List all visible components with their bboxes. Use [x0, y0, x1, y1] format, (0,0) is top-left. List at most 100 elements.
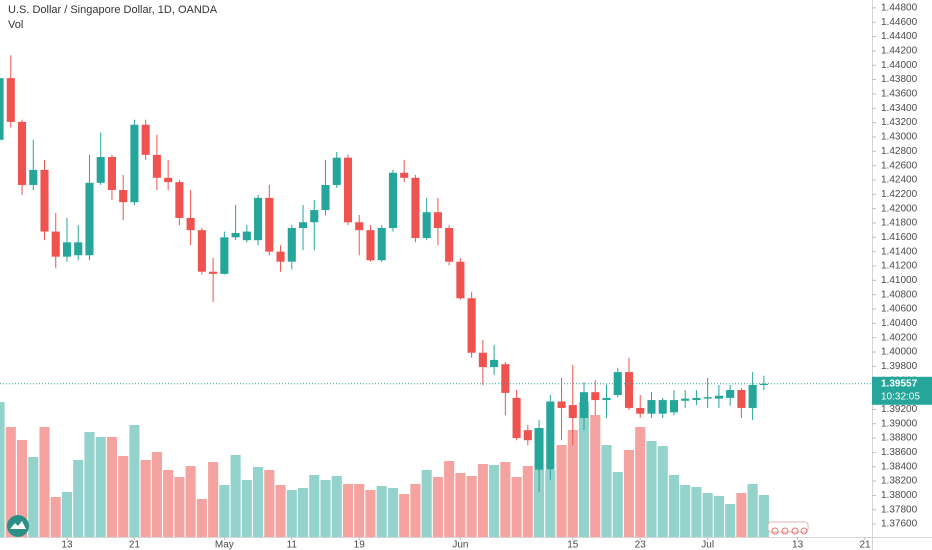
volume-bar [736, 493, 747, 537]
volume-bar [623, 450, 635, 537]
y-tick-label: 1.40000 [881, 347, 918, 358]
chart-title: U.S. Dollar / Singapore Dollar, 1D, OAND… [8, 4, 218, 16]
candle-body [343, 157, 353, 223]
candle-body [355, 222, 364, 231]
volume-bar [151, 452, 162, 537]
candle-body [737, 390, 746, 408]
volume-bar [84, 432, 95, 537]
x-tick-label: Jun [452, 540, 468, 550]
x-tick-label: 23 [635, 540, 647, 550]
y-tick-label: 1.44400 [881, 31, 918, 42]
volume-bar [691, 487, 702, 537]
candle-body [332, 157, 341, 185]
volume-bar [680, 485, 691, 537]
candle-body [557, 401, 566, 408]
volume-bar [5, 427, 16, 537]
volume-bar [556, 445, 567, 537]
volume-bar [758, 495, 769, 537]
volume-bar [500, 462, 511, 537]
volume-bar [668, 475, 680, 537]
y-tick-label: 1.43400 [881, 103, 918, 114]
candle-body [186, 217, 195, 231]
candle-body [411, 177, 420, 239]
volume-bar [455, 473, 466, 537]
volume-bar [196, 499, 207, 537]
last-price-box [872, 376, 932, 405]
x-tick-label: 19 [354, 540, 366, 550]
y-tick-label: 1.43000 [881, 132, 918, 143]
candle-body [96, 157, 105, 183]
y-tick-label: 1.40200 [881, 332, 918, 343]
volume-bar [410, 484, 421, 537]
volume-bar [50, 497, 61, 537]
volume-bar [331, 476, 342, 537]
x-tick-label: Jul [701, 540, 714, 550]
candle-body [445, 227, 454, 262]
candle-body [107, 157, 116, 190]
volume-bar [545, 470, 556, 537]
candle-body [164, 177, 173, 183]
volume-bar [297, 488, 309, 537]
y-tick-label: 1.42600 [881, 160, 918, 171]
x-tick-label: 11 [287, 540, 298, 550]
y-tick-label: 1.38400 [881, 461, 918, 472]
candle-body [242, 231, 251, 241]
candle-layer [0, 55, 768, 492]
volume-bar [601, 445, 612, 537]
volume-bar [522, 466, 533, 537]
candle-body [512, 397, 521, 439]
candle-body [478, 352, 487, 368]
volume-bar [73, 460, 84, 537]
volume-bar [354, 484, 365, 537]
y-tick-label: 1.37600 [881, 519, 918, 530]
volume-bar [163, 470, 174, 537]
y-tick-label: 1.42800 [881, 146, 918, 157]
candle-body [287, 227, 296, 262]
volume-bar [61, 492, 73, 537]
volume-bar [646, 441, 657, 537]
volume-bar [612, 472, 623, 537]
candle-body [254, 197, 263, 241]
y-tick-label: 1.41600 [881, 232, 918, 243]
volume-bar [230, 455, 241, 537]
volume-bar [28, 457, 39, 537]
volume-bar [444, 461, 455, 537]
candle-body [568, 405, 577, 418]
y-tick-label: 1.41800 [881, 218, 918, 229]
volume-bar [657, 446, 668, 537]
candle-body [298, 222, 308, 228]
volume-bar [16, 440, 28, 537]
candle-body [85, 182, 94, 256]
candle-body [692, 397, 701, 401]
volume-bar [208, 462, 219, 537]
volume-bar [590, 415, 601, 537]
volume-bar [725, 504, 736, 537]
volume-bar [106, 437, 118, 537]
y-tick-label: 1.43600 [881, 89, 918, 100]
candle-body [579, 392, 589, 418]
volume-bar [185, 466, 196, 537]
y-tick-label: 1.41400 [881, 246, 918, 257]
candle-body [669, 400, 678, 413]
candle-body [29, 169, 38, 185]
volume-bar [365, 490, 376, 537]
volume-bar [702, 493, 713, 537]
volume-bar [489, 465, 500, 537]
candle-body [209, 271, 218, 274]
volume-bar [567, 430, 578, 537]
y-tick-label: 1.37800 [881, 504, 918, 515]
volume-bar [95, 437, 106, 537]
volume-bar [140, 460, 151, 537]
volume-bar [376, 486, 387, 537]
y-tick-label: 1.40600 [881, 304, 918, 315]
candle-body [490, 359, 499, 368]
x-tick-label: 21 [859, 540, 871, 550]
volume-bar [477, 464, 488, 537]
candle-body [0, 78, 4, 140]
candle-body [231, 233, 240, 238]
volume-bar [275, 485, 286, 537]
y-tick-label: 1.38000 [881, 490, 918, 501]
